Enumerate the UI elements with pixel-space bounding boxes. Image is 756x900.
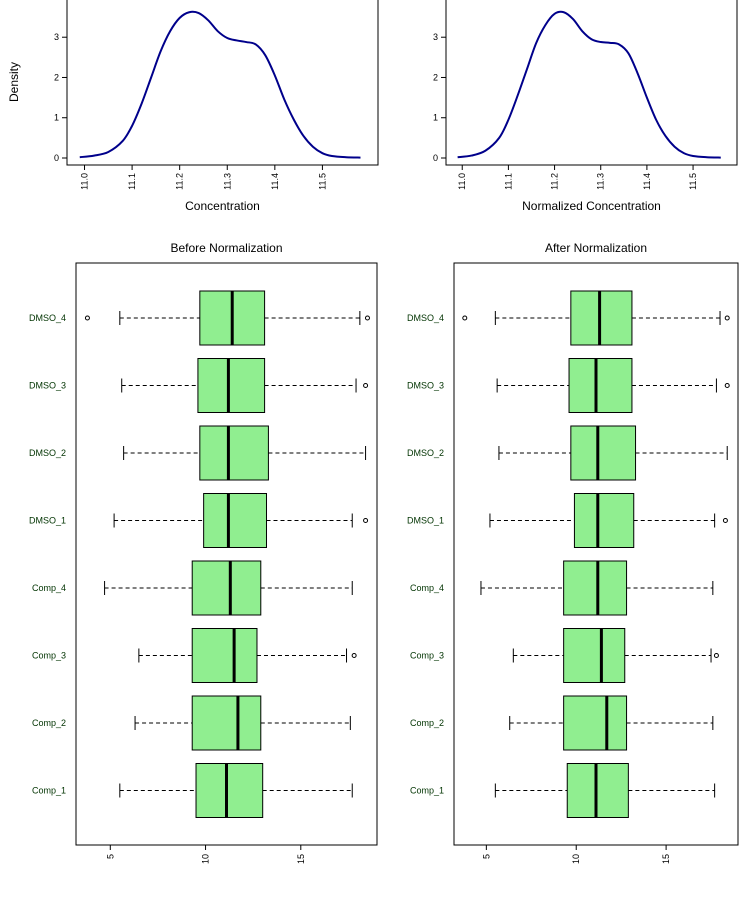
outlier-point bbox=[713, 653, 719, 658]
plot-frame bbox=[75, 262, 378, 846]
x-tick-label: 11.1 bbox=[127, 173, 137, 190]
category-label: DMSO_2 bbox=[29, 448, 66, 458]
density-curve bbox=[79, 10, 361, 159]
x-tick-label: 11.5 bbox=[688, 173, 698, 190]
x-tick-label: 5 bbox=[481, 854, 491, 859]
x-tick-label: 10 bbox=[571, 854, 581, 864]
box bbox=[197, 358, 266, 413]
box bbox=[570, 290, 633, 346]
category-label: DMSO_3 bbox=[407, 381, 444, 391]
category-label: Comp_1 bbox=[410, 786, 444, 796]
category-label: DMSO_2 bbox=[407, 448, 444, 458]
outlier-point bbox=[724, 315, 730, 321]
panel-title: After Normalization bbox=[545, 241, 647, 255]
category-label: Comp_3 bbox=[32, 651, 66, 661]
box bbox=[570, 425, 637, 481]
box bbox=[191, 560, 262, 616]
y-tick-label: 1 bbox=[433, 113, 438, 123]
x-tick-label: 11.4 bbox=[270, 173, 280, 190]
x-axis-title: Concentration bbox=[185, 199, 260, 213]
y-tick-label: 3 bbox=[433, 32, 438, 42]
category-label: Comp_2 bbox=[32, 718, 66, 728]
box bbox=[568, 358, 633, 413]
box bbox=[199, 425, 269, 481]
box bbox=[573, 493, 635, 548]
outlier-point bbox=[351, 653, 357, 658]
box bbox=[563, 695, 628, 751]
y-tick-label: 1 bbox=[54, 113, 59, 123]
box bbox=[203, 493, 268, 548]
category-label: Comp_4 bbox=[32, 583, 66, 593]
x-tick-label: 11.0 bbox=[80, 173, 90, 190]
density-curve bbox=[457, 10, 721, 159]
box bbox=[191, 628, 258, 683]
outlier-point bbox=[364, 315, 370, 321]
x-tick-label: 10 bbox=[201, 854, 211, 864]
y-tick-label: 2 bbox=[54, 72, 59, 82]
outlier-point bbox=[724, 383, 730, 388]
x-tick-label: 11.0 bbox=[457, 173, 467, 190]
category-label: DMSO_1 bbox=[29, 516, 66, 526]
x-tick-label: 11.3 bbox=[222, 173, 232, 190]
x-tick-label: 15 bbox=[661, 854, 671, 864]
x-axis-title: Normalized Concentration bbox=[522, 199, 661, 213]
box bbox=[195, 763, 264, 818]
x-tick-label: 11.1 bbox=[503, 173, 513, 190]
x-tick-label: 15 bbox=[296, 854, 306, 864]
x-tick-label: 11.2 bbox=[175, 173, 185, 190]
category-label: DMSO_3 bbox=[29, 381, 66, 391]
category-label: Comp_3 bbox=[410, 651, 444, 661]
y-tick-label: 0 bbox=[54, 153, 59, 163]
outlier-point bbox=[462, 315, 468, 321]
density-ylabel: Density bbox=[7, 62, 21, 102]
y-tick-label: 2 bbox=[433, 72, 438, 82]
category-label: DMSO_4 bbox=[29, 313, 66, 323]
box bbox=[566, 763, 629, 818]
box bbox=[191, 695, 262, 751]
box bbox=[563, 560, 628, 616]
boxplot-before-normalization: Before Normalization 5 10 15 DMSO_4 DMSO_3 DMS… bbox=[29, 241, 378, 864]
plot-frame bbox=[445, 0, 738, 166]
outlier-point bbox=[84, 315, 90, 321]
y-tick-label: 3 bbox=[54, 32, 59, 42]
outlier-point bbox=[722, 518, 728, 523]
density-plot-concentration: 0 1 2 3 11.0 11.1 11.2 11.3 11.4 11.5 Concentratio… bbox=[54, 0, 379, 213]
plot-frame bbox=[453, 262, 739, 846]
x-tick-label: 11.4 bbox=[642, 173, 652, 190]
y-tick-label: 0 bbox=[433, 153, 438, 163]
x-tick-label: 11.5 bbox=[317, 173, 327, 190]
box bbox=[563, 628, 626, 683]
plot-frame bbox=[66, 0, 379, 166]
category-label: Comp_1 bbox=[32, 786, 66, 796]
outlier-point bbox=[363, 383, 369, 388]
category-label: Comp_4 bbox=[410, 583, 444, 593]
density-plot-normalized: 0 1 2 3 11.0 11.1 11.2 11.3 11.4 11.5 Normalized C… bbox=[433, 0, 738, 213]
category-label: DMSO_1 bbox=[407, 516, 444, 526]
x-tick-label: 5 bbox=[105, 854, 115, 859]
boxplot-after-normalization: After Normalization 5 10 15 DMSO_4 DMSO_3 DMSO… bbox=[407, 241, 739, 864]
panel-title: Before Normalization bbox=[170, 241, 282, 255]
x-tick-label: 11.3 bbox=[596, 173, 606, 190]
x-tick-label: 11.2 bbox=[550, 173, 560, 190]
category-label: Comp_2 bbox=[410, 718, 444, 728]
outlier-point bbox=[363, 518, 369, 523]
category-label: DMSO_4 bbox=[407, 313, 444, 323]
